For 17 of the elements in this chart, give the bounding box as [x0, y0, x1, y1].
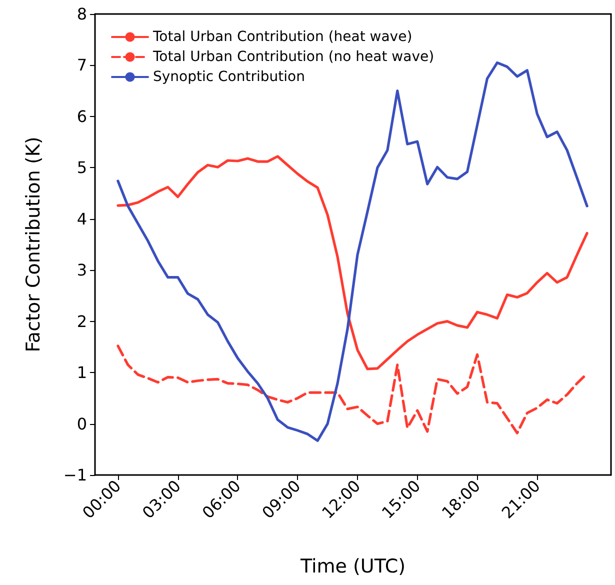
line-series	[116, 61, 588, 442]
y-tick-label: 6	[76, 106, 87, 126]
y-tick-label: 5	[76, 158, 87, 178]
legend-label: Synoptic Contribution	[153, 69, 305, 85]
y-axis-title: Factor Contribution (K)	[22, 136, 44, 352]
x-axis-title: Time (UTC)	[299, 556, 406, 578]
y-tick-label: 8	[76, 4, 87, 24]
legend-label: Total Urban Contribution (no heat wave)	[152, 49, 434, 65]
y-tick-label: 2	[76, 312, 87, 331]
line-series	[116, 155, 588, 370]
y-tick-label: −1	[63, 466, 87, 484]
y-tick-label: 0	[76, 414, 87, 434]
y-tick-label: 7	[76, 56, 87, 75]
y-tick-label: 4	[76, 209, 87, 228]
legend-label: Total Urban Contribution (heat wave)	[152, 29, 412, 45]
y-tick-label: 1	[76, 363, 87, 382]
y-tick-label: 3	[76, 260, 87, 280]
